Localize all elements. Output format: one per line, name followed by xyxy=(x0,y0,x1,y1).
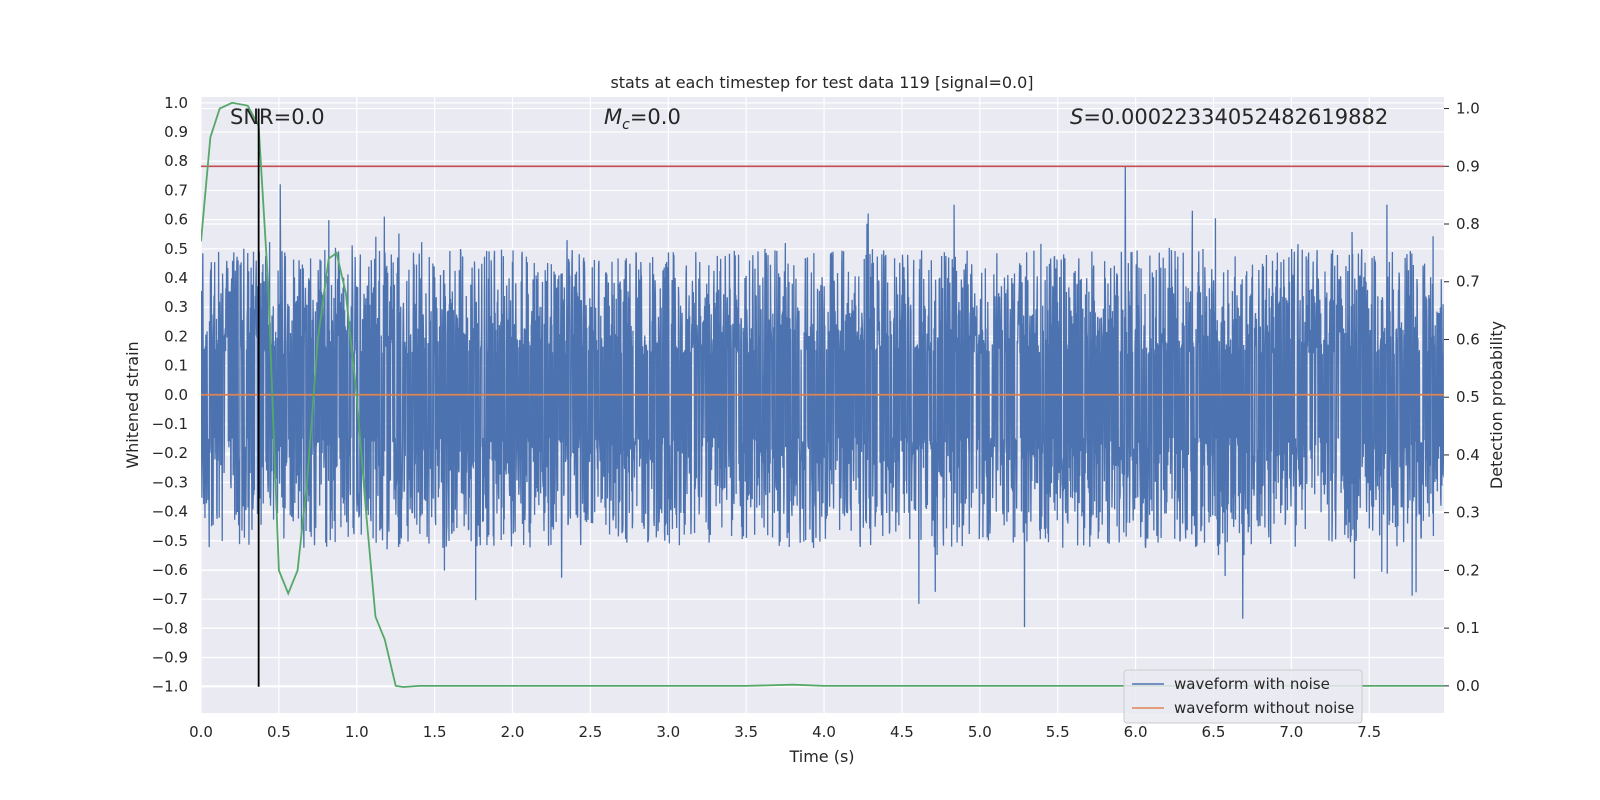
y-tick-label-left: 0.2 xyxy=(164,327,188,345)
x-tick-label: 4.0 xyxy=(812,723,836,741)
x-tick-label: 7.0 xyxy=(1279,723,1303,741)
y-tick-label-left: 0.9 xyxy=(164,123,188,141)
y-tick-label-left: −0.5 xyxy=(152,532,188,550)
legend: waveform with noise waveform without noi… xyxy=(1123,669,1363,724)
x-tick-label: 4.5 xyxy=(890,723,914,741)
y-tick-label-right: 0.6 xyxy=(1456,330,1480,348)
y-tick-label-right: 0.4 xyxy=(1456,446,1480,464)
x-tick-label: 0.0 xyxy=(189,723,213,741)
y-tick-label-left: 0.5 xyxy=(164,240,188,258)
x-tick-label: 5.5 xyxy=(1046,723,1070,741)
y-tick-label-left: 0.0 xyxy=(164,386,188,404)
x-tick-label: 1.0 xyxy=(345,723,369,741)
x-tick-label: 1.5 xyxy=(423,723,447,741)
waveform-with-noise-line xyxy=(201,166,1444,628)
overlay-marks xyxy=(201,101,1444,688)
x-axis-label: Time (s) xyxy=(788,747,854,766)
left-y-axis-ticks: 1.0 0.9 0.8 0.7 0.6 0.5 0.4 0.3 0.2 0.1 0.0 −0.1 −0.… xyxy=(152,94,188,696)
y-tick-label-left: −0.3 xyxy=(152,473,188,491)
x-tick-label: 5.0 xyxy=(968,723,992,741)
y-tick-label-left: −0.2 xyxy=(152,444,188,462)
y-tick-label-right: 0.3 xyxy=(1456,504,1480,522)
right-y-axis-ticks: 1.0 0.9 0.8 0.7 0.6 0.5 0.4 0.3 0.2 0.1 0.0 xyxy=(1444,100,1480,695)
s-statistic-annotation: S=0.00022334052482619882 xyxy=(1070,105,1388,129)
y-tick-label-left: 0.8 xyxy=(164,152,188,170)
y-tick-label-left: 0.7 xyxy=(164,181,188,199)
legend-box xyxy=(1123,669,1363,724)
y-tick-label-right: 0.7 xyxy=(1456,273,1480,291)
y-tick-label-left: −0.4 xyxy=(152,503,188,521)
x-axis-ticks: 0.0 0.5 1.0 1.5 2.0 2.5 3.0 3.5 4.0 4.5 5.0 5.5 6.0 6… xyxy=(189,723,1381,741)
y-tick-label-left: −0.8 xyxy=(152,619,188,637)
x-tick-label: 7.5 xyxy=(1357,723,1381,741)
chart-title: stats at each timestep for test data 119… xyxy=(610,73,1033,92)
y-tick-label-left: −0.1 xyxy=(152,415,188,433)
y-tick-label-left: 1.0 xyxy=(164,94,188,112)
y-tick-label-right: 0.0 xyxy=(1456,677,1480,695)
x-tick-label: 3.0 xyxy=(656,723,680,741)
y-tick-label-left: −1.0 xyxy=(152,678,188,696)
y-tick-label-right: 0.5 xyxy=(1456,388,1480,406)
y-tick-label-right: 0.1 xyxy=(1456,619,1480,637)
y-tick-label-left: 0.3 xyxy=(164,298,188,316)
y-tick-label-left: 0.1 xyxy=(164,357,188,375)
y-tick-label-right: 1.0 xyxy=(1456,100,1480,118)
x-tick-label: 0.5 xyxy=(267,723,291,741)
x-tick-label: 6.5 xyxy=(1202,723,1226,741)
legend-label-clean: waveform without noise xyxy=(1174,699,1354,717)
x-tick-label: 3.5 xyxy=(734,723,758,741)
right-y-axis-label: Detection probability xyxy=(1487,321,1506,489)
y-tick-label-right: 0.8 xyxy=(1456,215,1480,233)
x-tick-label: 2.0 xyxy=(501,723,525,741)
left-y-axis-label: Whitened strain xyxy=(123,341,142,468)
chirp-mass-annotation: Mc=0.0 xyxy=(604,105,681,133)
y-tick-label-left: −0.7 xyxy=(152,590,188,608)
x-tick-label: 2.5 xyxy=(578,723,602,741)
y-tick-label-right: 0.9 xyxy=(1456,157,1480,175)
legend-label-noisy: waveform with noise xyxy=(1174,675,1330,693)
y-tick-label-left: −0.9 xyxy=(152,649,188,667)
y-tick-label-left: 0.6 xyxy=(164,211,188,229)
y-tick-label-left: −0.6 xyxy=(152,561,188,579)
snr-annotation: SNR=0.0 xyxy=(230,105,325,129)
y-tick-label-right: 0.2 xyxy=(1456,561,1480,579)
x-tick-label: 6.0 xyxy=(1124,723,1148,741)
waveform-with-noise-series xyxy=(201,166,1444,628)
y-tick-label-left: 0.4 xyxy=(164,269,188,287)
